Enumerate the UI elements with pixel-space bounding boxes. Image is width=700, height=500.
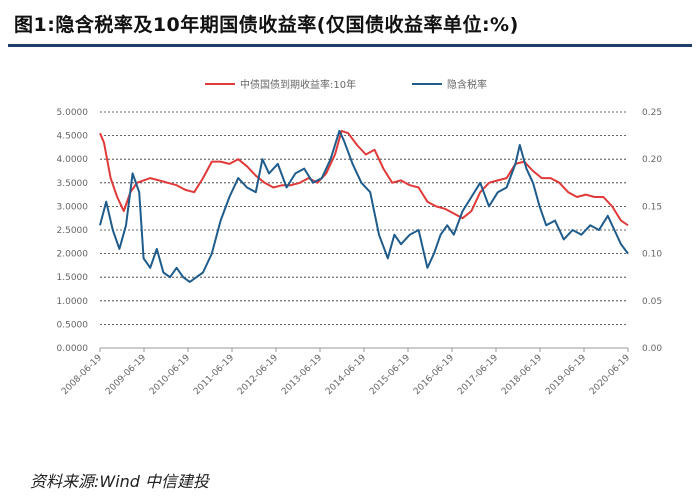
- legend-label-series-2: 隐含税率: [447, 78, 487, 91]
- x-tick-label: 2014-06-19: [324, 353, 368, 397]
- x-tick-label: 2020-06-19: [588, 353, 632, 397]
- y-left-tick-label: 1.5000: [57, 273, 89, 283]
- series-line-1: [99, 129, 629, 227]
- x-tick-label: 2018-06-19: [500, 353, 544, 397]
- y-left-tick-label: 3.0000: [57, 202, 89, 212]
- right-axis-ticks: 0.00 0.05 0.10 0.15 0.20 0.25: [642, 108, 662, 354]
- figure-title: 图1:隐含税率及10年期国债收益率(仅国债收益率单位:%): [14, 14, 519, 36]
- x-tick-label: 2015-06-19: [368, 353, 412, 397]
- y-left-tick-label: 4.5000: [57, 132, 89, 142]
- left-axis-ticks: 0.0000 0.5000 1.0000 1.5000 2.0000 2.5000 3.00…: [57, 108, 89, 354]
- line-chart: 0.0000 0.5000 1.0000 1.5000 2.0000 2.5000 3.00…: [57, 78, 663, 397]
- y-left-tick-label: 0.5000: [57, 320, 89, 330]
- y-right-tick-label: 0.25: [642, 108, 662, 118]
- y-left-tick-label: 2.5000: [57, 226, 89, 236]
- grid-layer: [100, 111, 628, 349]
- legend: 中债国债到期收益率:10年 隐含税率: [205, 78, 487, 91]
- series-layer: [99, 129, 629, 283]
- x-tick-label: 2017-06-19: [456, 353, 500, 397]
- y-left-tick-label: 2.0000: [57, 250, 89, 260]
- y-right-tick-label: 0.00: [642, 344, 662, 354]
- x-tick-label: 2008-06-19: [60, 353, 104, 397]
- y-left-tick-label: 4.0000: [57, 155, 89, 165]
- y-right-tick-label: 0.05: [642, 297, 662, 307]
- y-left-tick-label: 5.0000: [57, 108, 89, 118]
- x-axis-ticks: 2008-06-19 2009-06-19 2010-06-19 2011-06-19…: [60, 348, 632, 397]
- x-tick-label: 2009-06-19: [104, 353, 148, 397]
- legend-label-series-1: 中债国债到期收益率:10年: [240, 78, 356, 91]
- y-left-tick-label: 3.5000: [57, 179, 89, 189]
- x-tick-label: 2011-06-19: [192, 353, 236, 397]
- x-tick-label: 2010-06-19: [148, 353, 192, 397]
- title-rule: [8, 44, 692, 47]
- source-note: 资料来源:Wind 中信建投: [30, 472, 210, 491]
- y-right-tick-label: 0.15: [642, 202, 662, 212]
- x-tick-label: 2016-06-19: [412, 353, 456, 397]
- x-tick-label: 2019-06-19: [544, 353, 588, 397]
- y-right-tick-label: 0.20: [642, 155, 662, 165]
- y-left-tick-label: 1.0000: [57, 297, 89, 307]
- y-right-tick-label: 0.10: [642, 250, 662, 260]
- y-left-tick-label: 0.0000: [57, 344, 89, 354]
- x-tick-label: 2012-06-19: [236, 353, 280, 397]
- series-line-2: [99, 129, 629, 283]
- x-tick-label: 2013-06-19: [280, 353, 324, 397]
